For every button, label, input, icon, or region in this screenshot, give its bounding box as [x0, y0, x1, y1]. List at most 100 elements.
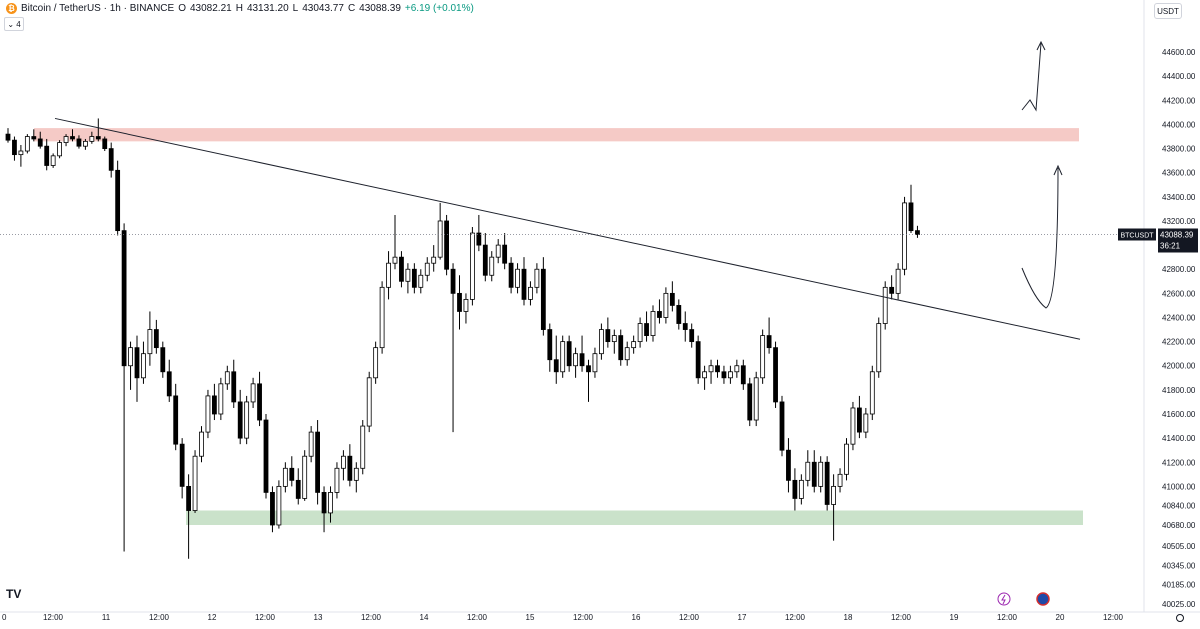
candle	[715, 359, 720, 378]
candle	[160, 341, 166, 378]
candle-body-up	[24, 136, 30, 152]
candle	[141, 341, 146, 384]
candle-body-up	[192, 455, 198, 511]
candle	[328, 486, 333, 523]
candle	[792, 468, 798, 511]
candle-body-down	[715, 365, 720, 373]
y-tick-label: 42600.00	[1162, 289, 1196, 298]
y-tick-label: 40840.00	[1162, 502, 1196, 511]
candle-body-down	[76, 138, 82, 147]
price-tag: 43088.39	[1160, 230, 1194, 239]
candle-body-up	[560, 341, 566, 373]
candle	[315, 420, 321, 505]
candle-body-up	[850, 407, 856, 445]
candle-body-down	[108, 148, 114, 171]
candle	[502, 233, 508, 270]
candle	[270, 486, 275, 533]
candle-body-down	[676, 305, 682, 324]
candle-body-down	[134, 347, 140, 379]
candle-body-down	[411, 268, 417, 288]
candle-body-down	[237, 401, 243, 439]
price-tag-bg	[1158, 228, 1198, 253]
candle-body-up	[328, 492, 333, 514]
candle	[392, 214, 398, 270]
y-tick-label: 41800.00	[1162, 386, 1196, 395]
candle-body-down	[179, 443, 185, 487]
candle-body-down	[121, 230, 127, 367]
candle-body-up	[244, 401, 250, 439]
candle-body-down	[115, 169, 121, 232]
candle-body-up	[386, 262, 391, 288]
candle	[624, 341, 630, 366]
candle-body-down	[166, 371, 172, 397]
candle	[586, 359, 591, 402]
candle	[740, 359, 746, 390]
close-key: C	[347, 3, 356, 14]
candle-body-up	[360, 425, 366, 469]
candle	[573, 347, 578, 378]
candle	[831, 474, 836, 541]
candle-body-down	[766, 335, 772, 349]
candle-body-down	[315, 431, 321, 493]
close-value: 43088.39	[359, 3, 401, 14]
candle	[553, 335, 559, 384]
symbol-title[interactable]: Bitcoin / TetherUS · 1h · BINANCE	[21, 3, 175, 14]
candle	[295, 468, 301, 505]
candle-body-up	[366, 377, 372, 427]
candle	[611, 329, 617, 354]
candle	[599, 323, 604, 360]
candle-body-up	[334, 467, 340, 493]
x-tick-label: 17	[738, 613, 747, 622]
candle-body-down	[444, 220, 450, 270]
candle-body-up	[128, 347, 133, 367]
candle-body-up	[702, 371, 707, 379]
candle-body-up	[63, 136, 69, 143]
y-tick-label: 44400.00	[1162, 72, 1196, 81]
candle-body-up	[863, 413, 869, 433]
candle	[128, 341, 133, 390]
y-tick-label: 44200.00	[1162, 96, 1196, 105]
candle	[669, 281, 675, 312]
candle-body-up	[515, 268, 520, 288]
x-tick-label: 11	[102, 613, 111, 622]
candle	[12, 136, 17, 161]
candle	[83, 138, 88, 150]
candle-body-up	[50, 155, 56, 166]
candle	[908, 184, 914, 234]
candle	[766, 317, 772, 354]
currency-button[interactable]: USDT	[1154, 3, 1182, 19]
candle	[115, 160, 121, 236]
lightning-glyph	[1001, 594, 1006, 605]
candle-body-down	[44, 145, 50, 166]
indicators-toggle[interactable]: ⌄ 4	[4, 17, 24, 31]
candle	[211, 383, 217, 421]
x-tick-label: 12:00	[361, 613, 382, 622]
candle-body-down	[160, 347, 166, 373]
candle-body-down	[457, 292, 462, 312]
candle	[386, 251, 391, 300]
candle	[89, 131, 95, 144]
candle	[134, 335, 140, 402]
candle	[70, 129, 75, 142]
change-value: +6.19 (+0.01%)	[404, 3, 474, 14]
candle	[521, 257, 527, 306]
symbol-tag-bg	[1118, 228, 1156, 241]
candle-body-up	[708, 365, 714, 373]
x-tick-label: 12:00	[467, 613, 488, 622]
candle-body-down	[173, 395, 179, 445]
y-tick-label: 40505.00	[1162, 542, 1196, 551]
symbol-tag: BTCUSDT	[1120, 232, 1154, 239]
y-tick-label: 42200.00	[1162, 338, 1196, 347]
y-tick-label: 40025.00	[1162, 600, 1196, 609]
candle-body-down	[450, 268, 456, 294]
candle	[857, 395, 862, 439]
candle	[702, 365, 707, 390]
candle-body-down	[270, 492, 275, 526]
candle	[579, 335, 585, 372]
candle	[95, 118, 101, 142]
candle	[476, 214, 482, 252]
candle-body-up	[637, 323, 643, 343]
candle-body-up	[876, 323, 882, 373]
